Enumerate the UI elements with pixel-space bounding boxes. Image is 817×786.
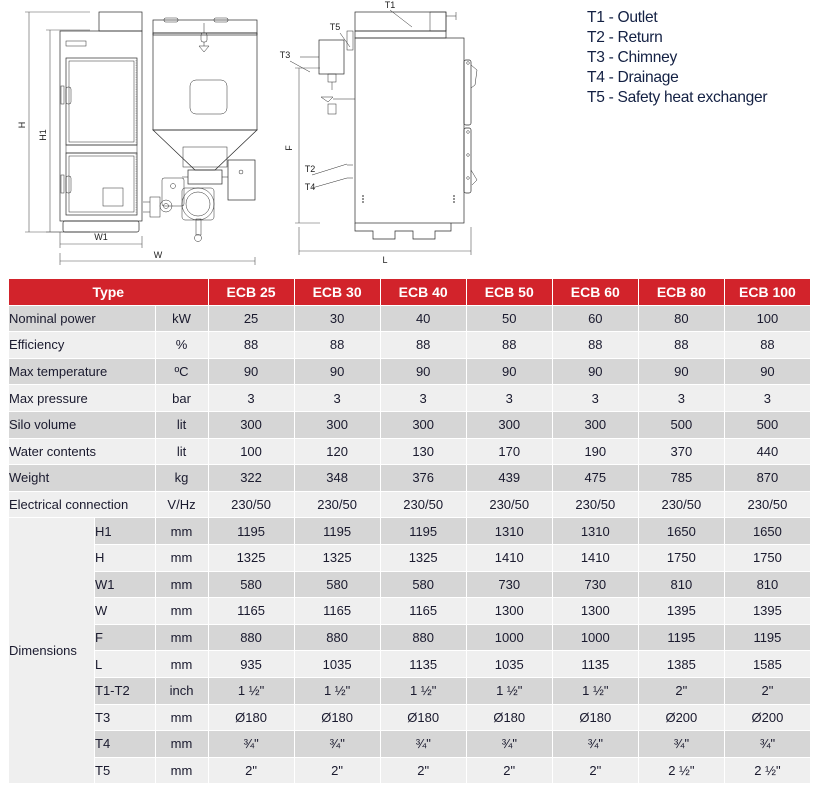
svg-text:T1: T1 [385,0,396,10]
svg-text:T2: T2 [305,164,316,174]
svg-text:H1: H1 [38,129,48,141]
svg-text:F: F [284,145,294,151]
svg-text:W1: W1 [94,232,108,242]
svg-text:H: H [17,122,27,129]
svg-text:T5: T5 [330,22,341,32]
svg-text:T3: T3 [280,50,291,60]
svg-text:T4: T4 [305,182,316,192]
svg-text:W: W [154,250,163,260]
svg-text:L: L [382,255,387,265]
